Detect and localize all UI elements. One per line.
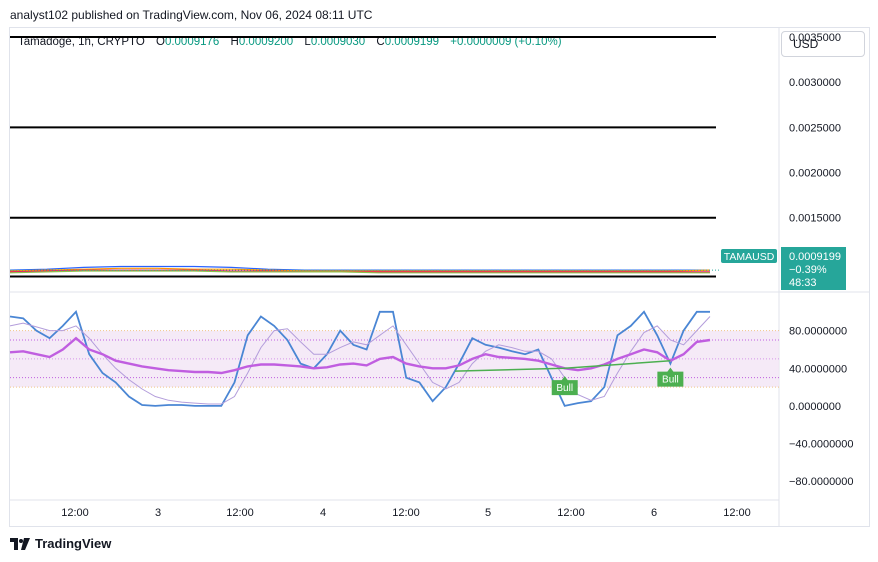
symbol-title[interactable]: Tamadoge, 1h, CRYPTO <box>18 36 145 48</box>
bull-signal-bg <box>657 367 684 387</box>
change-value: +0.0000009 (+0.10%) <box>450 36 562 48</box>
price-tag-countdown: 48:33 <box>789 277 817 289</box>
price-tag-value: 0.0009199 <box>789 251 841 263</box>
price-series-line <box>9 265 710 271</box>
time-tick-label: 6 <box>651 507 657 519</box>
price-tag-change: −0.39% <box>789 264 827 276</box>
oscillator-tick-label: −40.0000000 <box>789 439 854 451</box>
price-tag-bg <box>781 247 846 290</box>
low-label: L <box>304 36 311 48</box>
open-value: 0.0009176 <box>164 36 220 48</box>
oscillator-series-line <box>9 310 710 407</box>
time-tick-label: 4 <box>320 507 326 519</box>
symbol-tag: TAMAUSD <box>724 251 775 263</box>
time-tick-label: 12:00 <box>226 507 254 519</box>
time-tick-label: 12:00 <box>392 507 420 519</box>
time-tick-label: 12:00 <box>557 507 585 519</box>
ohlc-legend: Tamadoge, 1h, CRYPTO O0.0009176 H0.00092… <box>18 36 562 48</box>
time-tick-label: 12:00 <box>723 507 751 519</box>
price-series-line <box>9 267 711 272</box>
bull-signal-bg <box>551 376 578 396</box>
price-series <box>9 265 711 274</box>
price-series-line <box>9 270 710 274</box>
close-value: 0.0009199 <box>384 36 440 48</box>
horizontal-levels <box>10 36 716 278</box>
tradingview-logo[interactable]: TradingView <box>10 536 111 551</box>
time-tick-label: 3 <box>155 507 161 519</box>
time-axis: 12:00 3 12:00 4 12:00 5 12:00 6 12:00 <box>61 507 751 519</box>
bull-signals: Bull Bull <box>454 359 684 396</box>
published-caption: analyst102 published on TradingView.com,… <box>10 8 373 22</box>
bull-signal-label: Bull <box>556 383 573 394</box>
price-tick-label: 0.0030000 <box>789 77 841 89</box>
tradingview-logo-icon <box>10 537 30 550</box>
oscillator-tick-label: 80.0000000 <box>789 326 847 338</box>
bull-signal[interactable]: Bull <box>551 376 578 396</box>
bull-signal-label: Bull <box>662 375 679 386</box>
divergence-line <box>454 359 671 372</box>
symbol-tag-bg <box>721 249 777 263</box>
oscillator-tick-label: 0.0000000 <box>789 401 841 413</box>
close-label: C <box>376 36 385 48</box>
oscillator-series <box>9 310 711 407</box>
time-tick-label: 12:00 <box>61 507 89 519</box>
open-label: O <box>155 36 165 48</box>
currency-selector[interactable]: USD <box>781 31 865 57</box>
time-tick-label: 5 <box>485 507 491 519</box>
oscillator-tick-label: −80.0000000 <box>789 476 854 488</box>
price-y-axis: 0.0035000 0.0030000 0.0025000 0.0020000 0.00… <box>789 32 841 225</box>
price-tick-label: 0.0025000 <box>789 122 841 134</box>
price-tag: TAMAUSD 0.0009199 −0.39% 48:33 <box>721 247 846 290</box>
price-tick-label: 0.0035000 <box>789 32 841 44</box>
high-value: 0.0009200 <box>238 36 294 48</box>
oscillator-series-line <box>9 336 711 375</box>
low-value: 0.0009030 <box>310 36 366 48</box>
oscillator-tick-label: 40.0000000 <box>789 363 847 375</box>
bull-signal[interactable]: Bull <box>657 367 684 387</box>
price-tick-label: 0.0015000 <box>789 213 841 225</box>
chart-frame <box>9 27 870 527</box>
price-tick-label: 0.0020000 <box>789 168 841 180</box>
tradingview-brand: TradingView <box>35 536 112 551</box>
oscillator-y-axis: 80.0000000 40.0000000 0.0000000 −40.0000000… <box>789 326 854 489</box>
high-label: H <box>230 36 239 48</box>
oscillator-series-line <box>9 316 711 405</box>
